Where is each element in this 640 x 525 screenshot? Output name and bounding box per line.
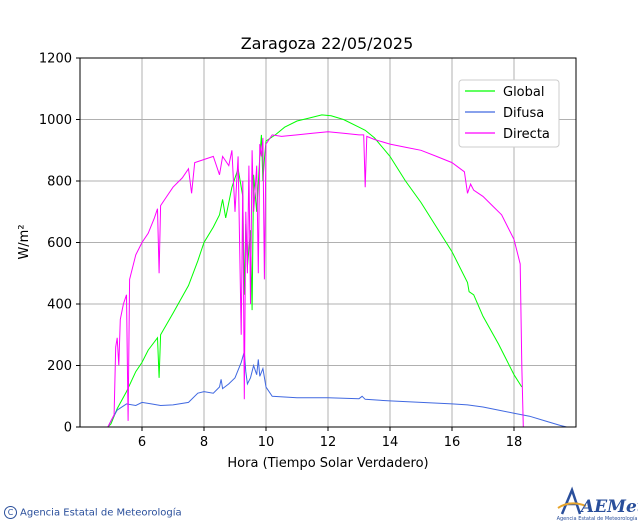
aemet-logo-a-icon [560, 486, 582, 515]
y-axis-label: W/m² [17, 224, 32, 259]
x-axis-label: Hora (Tiempo Solar Verdadero) [227, 456, 428, 471]
x-tick-label: 6 [138, 435, 146, 450]
x-tick-label: 10 [258, 435, 275, 450]
y-tick-label: 800 [47, 175, 72, 190]
x-tick-label: 12 [320, 435, 337, 450]
series-line-global [80, 114, 523, 428]
aemet-logo-text: AEMet [579, 497, 638, 517]
y-tick-label: 0 [64, 421, 72, 436]
y-tick-label: 600 [47, 236, 72, 251]
series-line-directa [80, 131, 576, 428]
series-layer [80, 114, 576, 428]
x-tick-label: 16 [444, 435, 461, 450]
ticks: 6 8 10 12 14 16 18 0 200 400 600 800 1000 1200 [39, 52, 522, 451]
y-tick-label: 200 [47, 359, 72, 374]
legend-box [458, 79, 560, 148]
footer-agency: Agencia Estatal de Meteorología [20, 507, 182, 519]
plot-frame [79, 57, 577, 428]
aemet-logo-swoosh-icon [557, 502, 587, 509]
aemet-logo: AEMet Agencia Estatal de Meteorología [557, 486, 638, 522]
x-tick-label: 8 [200, 435, 208, 450]
y-tick-label: 1200 [39, 52, 72, 67]
y-tick-label: 1000 [39, 113, 72, 128]
legend-label-global: Global [503, 85, 544, 100]
legend: Global Difusa Directa [458, 79, 560, 148]
footer: C Agencia Estatal de Meteorología [4, 506, 182, 519]
legend-label-difusa: Difusa [503, 106, 544, 121]
series-line-difusa [80, 351, 576, 428]
x-tick-label: 18 [506, 435, 523, 450]
legend-label-directa: Directa [503, 127, 550, 142]
chart-title: Zaragoza 22/05/2025 [241, 34, 414, 53]
y-tick-label: 400 [47, 298, 72, 313]
copyright-icon: C [4, 506, 17, 519]
x-tick-label: 14 [382, 435, 399, 450]
aemet-logo-subtext: Agencia Estatal de Meteorología [557, 515, 638, 522]
